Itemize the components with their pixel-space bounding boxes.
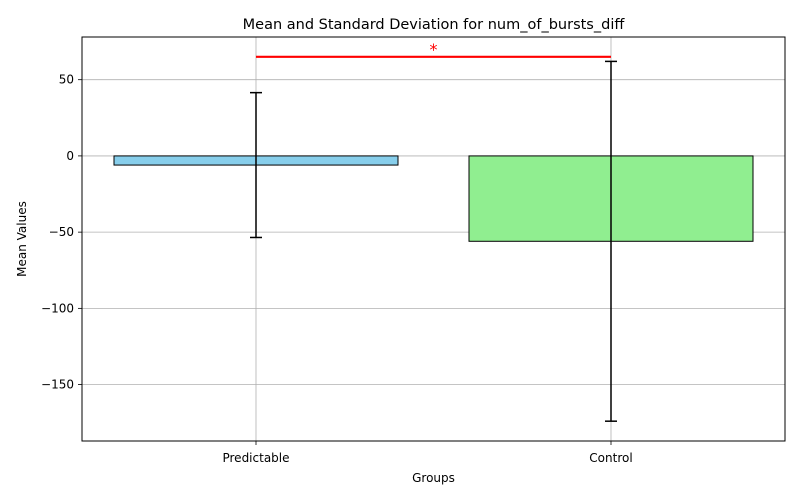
y-tick-label: 0 (66, 149, 74, 163)
x-tick-label: Predictable (222, 451, 289, 465)
y-tick-label: −50 (49, 225, 74, 239)
plot-frame (81, 36, 786, 442)
x-tick-label: Control (589, 451, 632, 465)
significance-marker: * (430, 40, 438, 59)
x-axis-label: Groups (412, 471, 455, 485)
ticks-layer: 50 0 −50 −100 −150 Predictable Control (41, 73, 633, 465)
y-tick-label: 50 (59, 73, 74, 87)
chart-title: Mean and Standard Deviation for num_of_b… (243, 17, 626, 33)
y-tick-label: −150 (41, 378, 74, 392)
significance-layer: * (256, 40, 611, 59)
y-axis-label: Mean Values (15, 201, 29, 277)
y-tick-label: −100 (41, 301, 74, 315)
bars-layer (113, 155, 754, 242)
error-bars-layer (250, 60, 617, 422)
